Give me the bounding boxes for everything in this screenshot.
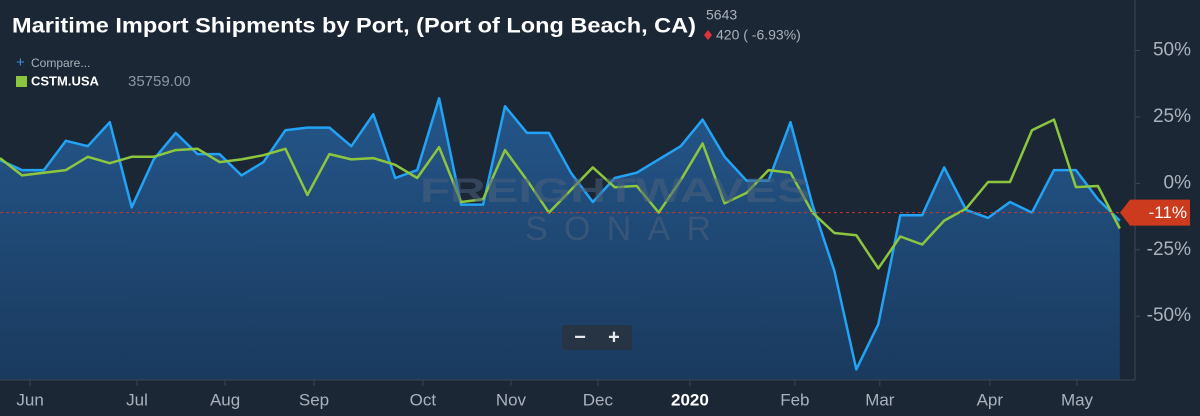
zoom-out-button[interactable]: − [574, 326, 586, 348]
y-tick-label: 50% [1153, 40, 1191, 61]
compare-link[interactable]: Compare... [31, 56, 90, 70]
x-tick-label: Jun [16, 390, 43, 409]
series-line [0, 97, 1121, 371]
x-tick-label: Oct [410, 390, 437, 409]
y-tick-label: -50% [1147, 305, 1191, 326]
price-change: 420 ( -6.93%) [716, 27, 801, 43]
zoom-in-button[interactable]: + [608, 326, 620, 348]
x-tick-label: Dec [583, 390, 614, 409]
x-tick-label: Jul [126, 390, 148, 409]
down-indicator [704, 30, 712, 40]
y-tick-label: 0% [1164, 172, 1192, 193]
legend-value: 35759.00 [128, 73, 191, 90]
x-tick-label: Aug [210, 390, 240, 409]
last-value-tag [1120, 199, 1190, 226]
chart-title: Maritime Import Shipments by Port, (Port… [12, 15, 696, 38]
watermark: FREIGHTWAVES [420, 172, 810, 210]
x-tick-label: May [1061, 390, 1094, 409]
zoom-controls [562, 325, 632, 350]
plot-area [0, 97, 1121, 381]
series-line [0, 118, 1121, 270]
last-price: 5643 [706, 7, 737, 23]
y-tick-label: 25% [1153, 106, 1191, 127]
x-tick-label: Mar [865, 390, 895, 409]
last-value-label: -11% [1149, 203, 1187, 222]
x-tick-label: Nov [496, 390, 527, 409]
y-tick-label: -25% [1147, 239, 1191, 260]
x-tick-label: Feb [780, 390, 809, 409]
x-tick-label: Apr [977, 390, 1004, 409]
legend-label: CSTM.USA [31, 73, 100, 88]
series-area [0, 98, 1120, 381]
legend-swatch [16, 76, 27, 87]
x-tick-label: Sep [299, 390, 329, 409]
x-tick-label: 2020 [671, 390, 709, 409]
compare-plus[interactable]: + [16, 54, 25, 71]
